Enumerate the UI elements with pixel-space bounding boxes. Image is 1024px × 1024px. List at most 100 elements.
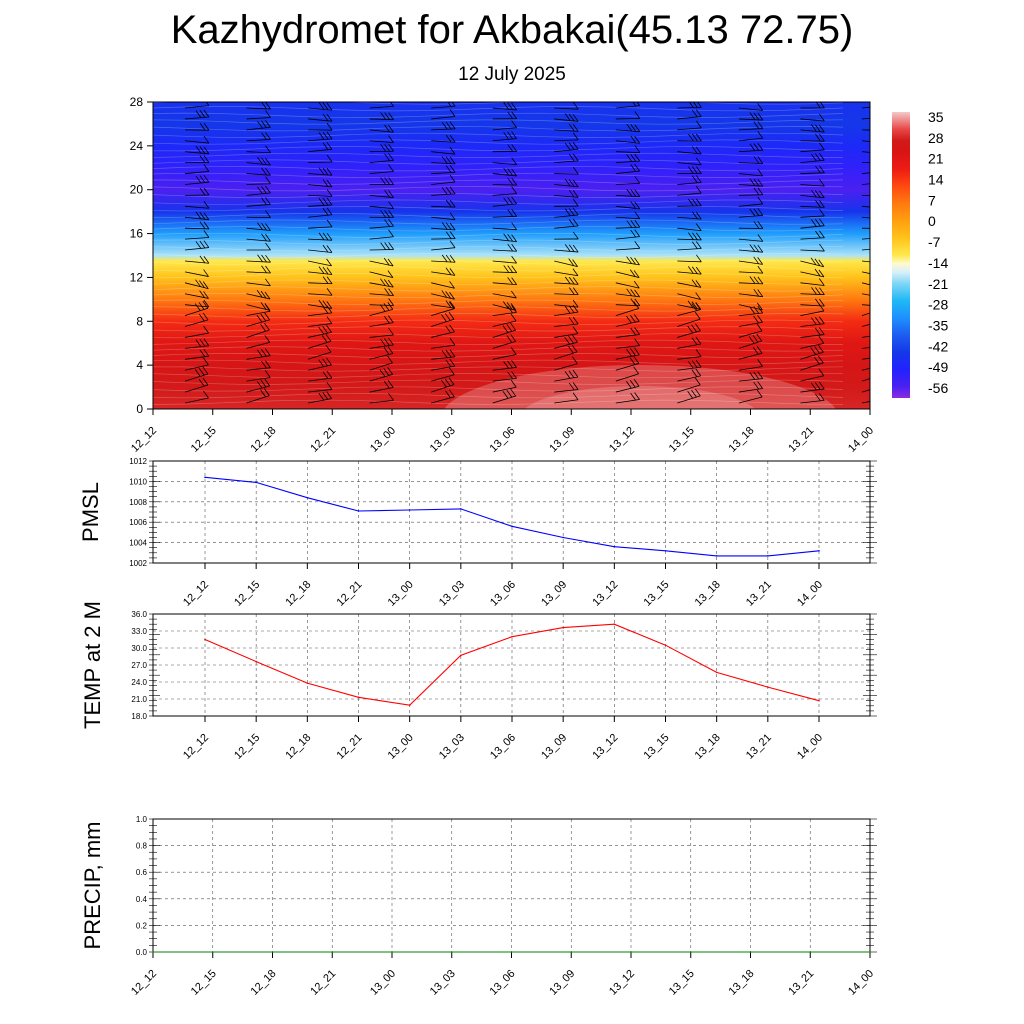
wind-barb <box>431 222 456 231</box>
y-tick-label: 1004 <box>129 539 147 548</box>
wind-barb <box>800 243 825 252</box>
wind-barb <box>800 381 825 393</box>
wind-barb <box>492 347 517 360</box>
wind-barb <box>861 367 870 371</box>
wind-barb <box>492 233 517 243</box>
wind-barb <box>738 333 763 349</box>
data-point <box>331 951 334 953</box>
wind-barb <box>861 248 870 251</box>
wind-barb <box>431 174 456 185</box>
wind-barb <box>861 323 870 327</box>
wind-barb <box>861 293 870 296</box>
wind-barb <box>369 355 393 371</box>
wind-barb <box>246 210 271 219</box>
y-tick-label: 21.0 <box>131 695 147 704</box>
wind-barb <box>431 102 456 109</box>
wind-barb <box>184 221 210 230</box>
wind-barb <box>492 186 517 196</box>
wind-barb <box>554 316 579 327</box>
wind-barb <box>800 178 825 187</box>
wind-barb <box>615 347 640 360</box>
wind-barb <box>246 145 271 154</box>
wind-barb <box>369 135 394 144</box>
wind-barb <box>861 162 870 164</box>
wind-barb <box>184 390 209 404</box>
wind-barb <box>308 287 333 296</box>
wind-barb <box>861 172 870 174</box>
wind-barb <box>738 265 764 274</box>
wind-barb <box>615 201 641 210</box>
data-point <box>664 549 667 552</box>
wind-barb <box>738 103 764 111</box>
wind-barb <box>800 208 825 218</box>
x-tick-label: 13_09 <box>547 968 577 998</box>
wind-barb <box>431 199 456 208</box>
wind-barb <box>861 389 870 393</box>
wind-barb <box>431 300 456 309</box>
wind-barb <box>184 377 209 393</box>
colorbar-label: 7 <box>928 192 936 208</box>
wind-barb <box>184 348 210 360</box>
wind-barb <box>677 349 702 360</box>
wind-barb <box>738 288 764 298</box>
data-point <box>664 644 667 646</box>
wind-barb <box>184 187 210 196</box>
wind-barb <box>431 358 456 371</box>
y-tick-label: 8 <box>136 314 143 328</box>
wind-barb <box>861 106 870 109</box>
wind-barb <box>800 355 824 371</box>
minor-ticks <box>149 460 877 564</box>
wind-barb <box>369 144 394 153</box>
wind-barb <box>677 254 702 263</box>
wind-barb <box>431 240 456 251</box>
wind-barb <box>800 278 825 286</box>
x-tick-label: 13_06 <box>488 732 518 762</box>
data-point <box>391 951 393 953</box>
y-tick-label: 28 <box>130 95 144 109</box>
wind-barb <box>861 282 870 286</box>
wind-barb <box>246 102 271 110</box>
wind-barb <box>800 199 825 208</box>
x-tick-label: 13_00 <box>368 425 398 455</box>
wind-barb <box>369 242 394 251</box>
y-tick-label: 12 <box>130 270 144 284</box>
wind-barb <box>431 349 456 360</box>
colorbar-label: 14 <box>928 172 944 188</box>
wind-barb <box>308 370 333 382</box>
wind-barb <box>677 133 702 142</box>
wind-barb <box>369 367 393 382</box>
colorbar-label: 21 <box>928 151 944 167</box>
wind-barb <box>554 268 579 277</box>
wind-barb <box>615 153 641 164</box>
wind-barb <box>308 142 333 153</box>
wind-barb <box>861 304 870 306</box>
wind-barb <box>800 133 825 142</box>
wind-barb <box>861 347 870 349</box>
wind-barb <box>492 120 517 131</box>
wind-barb <box>800 287 825 296</box>
wind-barb <box>246 167 271 176</box>
x-tick-label: 13_03 <box>437 732 467 762</box>
x-tick-label: 12_18 <box>249 968 279 998</box>
wind-barb <box>615 338 640 349</box>
wind-barb <box>800 165 825 174</box>
x-tick-label: 13_18 <box>727 425 757 455</box>
wind-barb <box>492 371 517 382</box>
wind-barb <box>492 301 517 311</box>
x-tick-label: 12_12 <box>129 968 159 998</box>
y-tick-label: 30.0 <box>131 644 147 653</box>
wind-barb <box>246 312 270 327</box>
wind-barb <box>615 241 641 251</box>
data-point <box>818 699 820 702</box>
wind-barb <box>615 163 641 174</box>
wind-barb <box>308 266 333 275</box>
wind-barb <box>492 322 516 338</box>
wind-barb <box>246 289 271 300</box>
wind-barb <box>800 152 825 164</box>
wind-barb <box>861 151 870 153</box>
wind-barb <box>492 360 517 371</box>
wind-barb <box>431 186 456 196</box>
wind-barb <box>369 201 394 209</box>
wind-barb <box>615 301 640 316</box>
